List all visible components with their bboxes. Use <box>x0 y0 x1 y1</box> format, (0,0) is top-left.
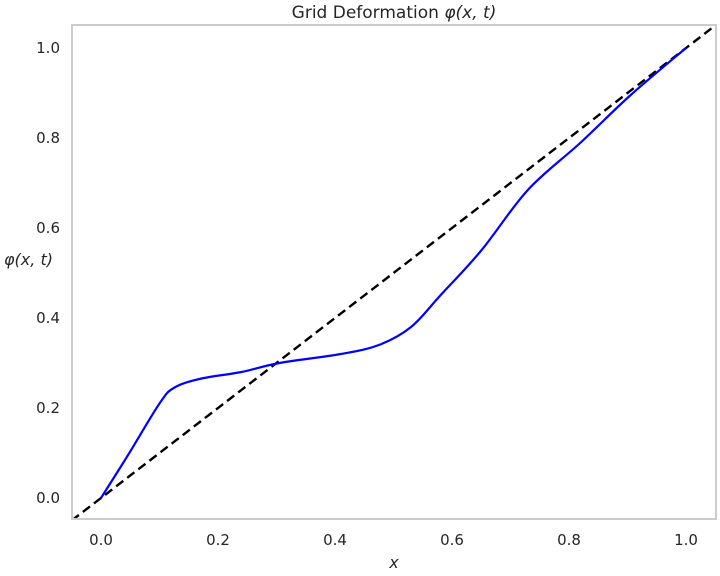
x-tick-label: 0.6 <box>440 531 464 549</box>
y-tick-label: 0.0 <box>36 489 60 507</box>
y-tick-label: 0.8 <box>36 129 60 147</box>
series-layer <box>72 25 716 519</box>
x-tick-label: 1.0 <box>674 531 698 549</box>
x-tick-label: 0.2 <box>206 531 230 549</box>
y-tick-label: 1.0 <box>36 39 60 57</box>
y-tick-label: 0.2 <box>36 399 60 417</box>
identity-line <box>72 25 716 519</box>
x-axis-label: x <box>389 553 399 572</box>
x-tick-label: 0.8 <box>557 531 581 549</box>
deformation-line <box>100 47 687 499</box>
y-axis-label: φ(x, t) <box>4 250 53 269</box>
x-tick-label: 0.0 <box>89 531 113 549</box>
x-tick-label: 0.4 <box>323 531 347 549</box>
axes-frame <box>71 24 717 520</box>
y-tick-label: 0.6 <box>36 219 60 237</box>
chart-title: Grid Deformation φ(x, t) <box>72 3 716 23</box>
y-tick-label: 0.4 <box>36 309 60 327</box>
chart-title-math: φ(x, t) <box>444 3 497 23</box>
chart-title-text: Grid Deformation <box>291 3 439 23</box>
